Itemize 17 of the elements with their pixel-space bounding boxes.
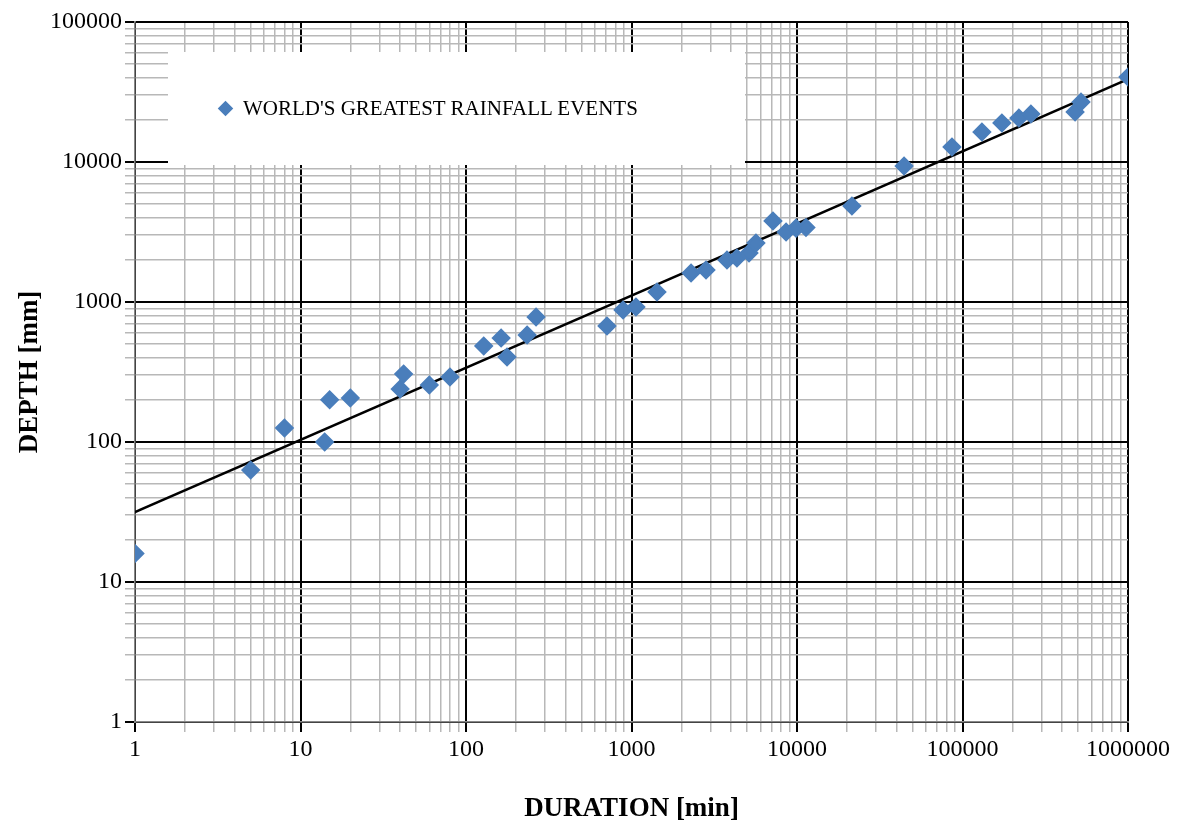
x-tick-label: 1000000 bbox=[1086, 734, 1170, 761]
y-axis-title: DEPTH [mm] bbox=[13, 290, 44, 454]
y-tick-label: 100000 bbox=[50, 7, 122, 34]
y-tick-label: 10 bbox=[98, 567, 122, 594]
y-tick-label: 100 bbox=[86, 427, 122, 454]
y-tick-label: 1000 bbox=[74, 287, 122, 314]
x-axis-title: DURATION [min] bbox=[524, 791, 739, 822]
x-tick-label: 100 bbox=[448, 734, 484, 761]
x-tick-label: 1000 bbox=[607, 734, 656, 761]
x-tick-label: 100000 bbox=[926, 734, 999, 761]
legend-panel: WORLD'S GREATEST RAINFALL EVENTS bbox=[168, 52, 745, 165]
x-tick-label: 1 bbox=[129, 734, 141, 761]
x-tick-label: 10000 bbox=[767, 734, 827, 761]
x-tick-label: 10 bbox=[288, 734, 313, 761]
y-tick-label: 10000 bbox=[62, 147, 122, 174]
y-tick-label: 1 bbox=[110, 707, 122, 734]
legend-label: WORLD'S GREATEST RAINFALL EVENTS bbox=[243, 96, 638, 121]
